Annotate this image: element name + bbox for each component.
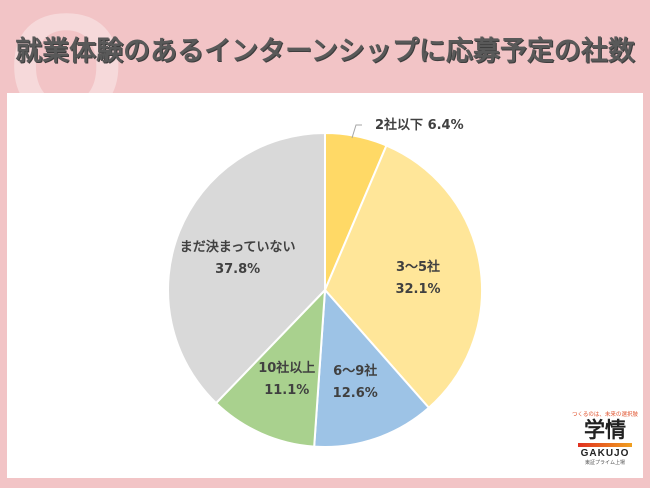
slice-label: 3～5社 xyxy=(396,259,440,275)
pie-slice xyxy=(323,144,483,410)
logo-name: 学情 xyxy=(584,418,626,442)
slice-value-label: 11.1% xyxy=(264,383,309,398)
pie-slice xyxy=(167,131,326,405)
logo-name-en: GAKUJO xyxy=(580,448,630,459)
slice-value-label: 37.8% xyxy=(215,262,260,277)
logo-tagline: つくるのは、未来の選択肢 xyxy=(572,412,638,418)
leader-line xyxy=(351,124,362,139)
slice-value-label: 32.1% xyxy=(395,282,440,297)
pie-slice xyxy=(214,287,327,448)
pie-slice xyxy=(313,287,431,448)
logo-bar xyxy=(578,443,632,447)
slice-label: 6～9社 xyxy=(333,363,377,379)
page-title: 就業体験のあるインターンシップに応募予定の社数 xyxy=(15,36,635,67)
logo-sub: 東証プライム上場 xyxy=(585,460,625,466)
slice-label: まだ決まっていない xyxy=(180,239,296,255)
slice-label: 2社以下 6.4% xyxy=(375,117,464,133)
slice-label: 10社以上 xyxy=(258,360,315,376)
slice-value-label: 12.6% xyxy=(333,386,378,401)
gakujo-logo: つくるのは、未来の選択肢 学情 GAKUJO 東証プライム上場 xyxy=(570,410,640,466)
